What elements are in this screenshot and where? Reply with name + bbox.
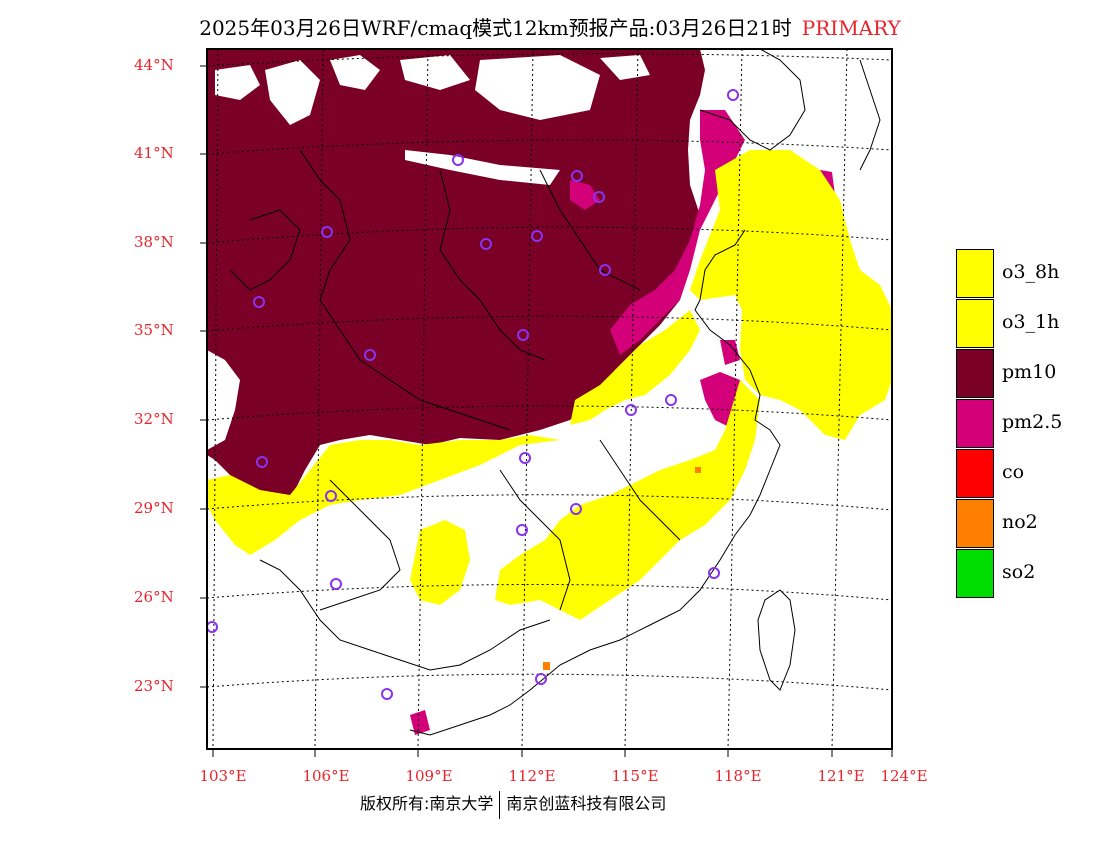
lon-label-121: 121°E <box>817 767 865 785</box>
copyright-left: 版权所有:南京大学 <box>360 794 494 813</box>
pollutant-legend: o3_8h o3_1h pm10 pm2.5 co no2 so2 <box>956 249 1096 599</box>
legend-item-co: co <box>956 449 1096 499</box>
lat-label-38: 38°N <box>134 233 174 251</box>
lon-label-106: 106°E <box>302 767 350 785</box>
no2-hotspot <box>543 662 550 670</box>
graticule <box>207 49 892 749</box>
legend-item-o3-1h: o3_1h <box>956 299 1096 349</box>
o3-region-southwest <box>207 435 560 555</box>
legend-swatch-co <box>956 449 994 498</box>
title-text: 2025年03月26日WRF/cmaq模式12km预报产品:03月26日21时 <box>199 16 792 40</box>
legend-item-pm10: pm10 <box>956 349 1096 399</box>
legend-swatch-pm10 <box>956 349 994 398</box>
lon-label-124: 124°E <box>880 767 928 785</box>
footer-divider <box>499 790 501 819</box>
lat-label-44: 44°N <box>134 56 174 74</box>
lat-label-26: 26°N <box>134 588 174 606</box>
lat-label-23: 23°N <box>134 677 174 695</box>
legend-label-no2: no2 <box>1002 511 1038 533</box>
no2-hotspot-2 <box>695 467 701 473</box>
legend-item-no2: no2 <box>956 499 1096 549</box>
legend-swatch-o3-1h <box>956 299 994 348</box>
lon-label-103: 103°E <box>199 767 247 785</box>
legend-label-o3-8h: o3_8h <box>1002 261 1060 283</box>
legend-swatch-so2 <box>956 549 994 598</box>
legend-label-pm25: pm2.5 <box>1002 411 1063 433</box>
legend-swatch-no2 <box>956 499 994 548</box>
map-frame <box>206 48 893 750</box>
clear-patch-north <box>215 55 650 185</box>
o3-region-guangxi <box>410 520 470 605</box>
legend-label-pm10: pm10 <box>1002 361 1057 383</box>
lat-label-29: 29°N <box>134 499 174 517</box>
legend-label-o3-1h: o3_1h <box>1002 311 1060 333</box>
legend-label-so2: so2 <box>1002 561 1036 583</box>
legend-swatch-o3-8h <box>956 249 994 298</box>
lat-label-41: 41°N <box>134 144 174 162</box>
legend-item-o3-8h: o3_8h <box>956 249 1096 299</box>
copyright-right: 南京创蓝科技有限公司 <box>506 794 667 813</box>
pm25-region <box>610 110 745 355</box>
lon-label-112: 112°E <box>508 767 556 785</box>
map-layers <box>207 49 892 749</box>
legend-item-so2: so2 <box>956 549 1096 599</box>
o3-region-east <box>690 150 892 440</box>
lat-label-35: 35°N <box>134 321 174 339</box>
lon-label-109: 109°E <box>405 767 453 785</box>
map-title: 2025年03月26日WRF/cmaq模式12km预报产品:03月26日21时 P… <box>0 12 1100 41</box>
coastlines <box>229 49 881 736</box>
lat-label-32: 32°N <box>134 410 174 428</box>
legend-item-pm25: pm2.5 <box>956 399 1096 449</box>
legend-label-co: co <box>1002 461 1025 483</box>
axis-ticks <box>200 65 893 757</box>
monitoring-stations <box>207 89 739 700</box>
o3-region-south-central <box>495 380 760 620</box>
lon-label-115: 115°E <box>611 767 659 785</box>
title-tag: PRIMARY <box>801 16 901 40</box>
lon-label-118: 118°E <box>714 767 762 785</box>
legend-swatch-pm25 <box>956 399 994 448</box>
copyright-footer: 版权所有:南京大学 南京创蓝科技有限公司 <box>360 790 666 819</box>
o3-region-central <box>570 310 700 425</box>
